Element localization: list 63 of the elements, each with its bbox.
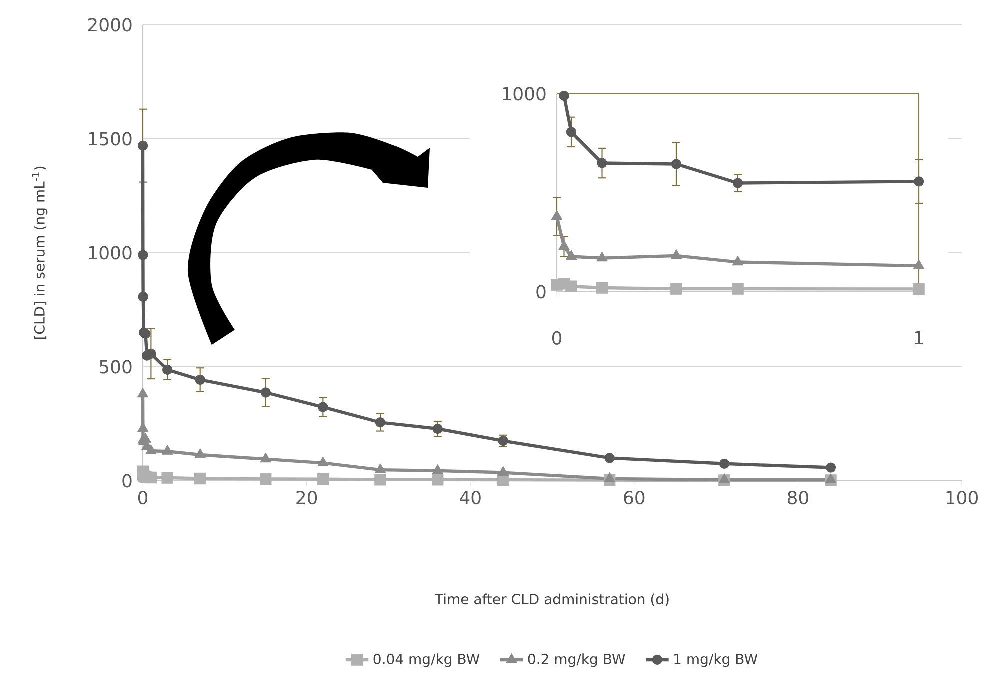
point — [138, 140, 148, 151]
point — [318, 456, 329, 467]
point — [732, 283, 744, 295]
point — [732, 256, 744, 266]
point — [732, 178, 744, 188]
point — [375, 418, 386, 428]
point — [604, 472, 616, 482]
point — [260, 473, 272, 486]
point — [558, 240, 570, 250]
point — [670, 283, 682, 295]
y-tick-label: 1000 — [89, 246, 132, 260]
point — [162, 472, 174, 484]
y-tick-label: 1000 — [503, 87, 546, 101]
point — [498, 466, 509, 476]
point — [194, 472, 206, 485]
point — [317, 474, 330, 486]
point — [137, 388, 149, 398]
point — [596, 252, 608, 262]
point — [566, 280, 578, 293]
point — [138, 250, 148, 260]
x-axis-title: Time after CLD administration (d) — [434, 594, 669, 606]
point — [146, 444, 157, 454]
point — [566, 250, 578, 260]
point — [138, 292, 148, 302]
point — [913, 260, 925, 270]
point — [432, 464, 444, 474]
x-tick-label: 100 — [946, 491, 978, 505]
legend-label: 1 mg/kg BW — [674, 654, 758, 668]
y-tick-label: 1500 — [89, 132, 132, 146]
x-tick-label: 0 — [138, 491, 148, 505]
legend-label: 0.04 mg/kg BW — [374, 654, 480, 668]
y-axis-title: [CLD] in serum (ng mL$^{-1}$) — [32, 166, 48, 340]
point — [719, 458, 730, 469]
y-tick-label: 0 — [122, 474, 132, 488]
point — [718, 474, 730, 484]
point — [432, 424, 443, 434]
x-tick-label: 80 — [788, 491, 808, 505]
point — [826, 462, 836, 473]
point — [432, 474, 444, 486]
point — [162, 445, 174, 455]
point — [671, 159, 682, 170]
y-tick-label: 2000 — [88, 18, 132, 32]
y-tick-label: 500 — [100, 360, 132, 374]
point — [914, 176, 924, 187]
point — [559, 90, 570, 102]
point — [145, 472, 158, 484]
point — [670, 250, 682, 260]
x-tick-label: 60 — [624, 491, 645, 505]
point — [194, 448, 206, 458]
point — [374, 464, 386, 474]
legend-label: 0.2 mg/kg BW — [528, 654, 626, 668]
point — [195, 374, 206, 386]
x-tick-label: 20 — [296, 491, 318, 505]
point — [260, 452, 272, 463]
point — [825, 474, 837, 484]
x-tick-label: 1 — [915, 331, 924, 344]
point — [551, 210, 563, 220]
point — [596, 282, 608, 294]
point — [913, 283, 925, 296]
point — [374, 474, 386, 486]
x-tick-label: 40 — [460, 491, 481, 505]
point — [566, 127, 577, 138]
point — [162, 364, 173, 376]
